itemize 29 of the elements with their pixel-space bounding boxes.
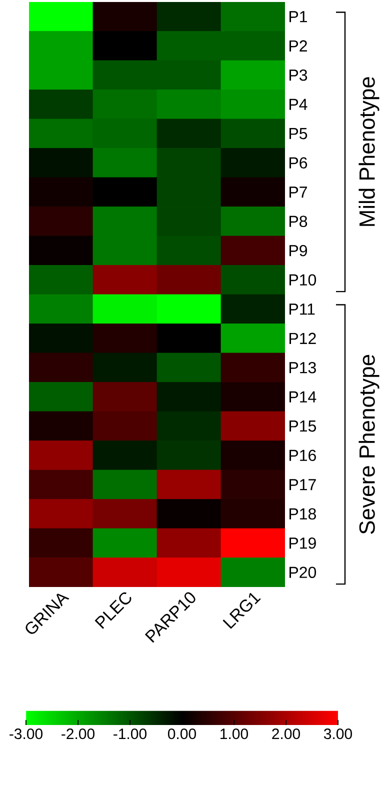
y-tick-label: P20 — [290, 566, 316, 578]
text: Severe Phenotype — [358, 354, 380, 534]
y-tick-label: P16 — [290, 450, 316, 462]
y-tick-label: P8 — [290, 216, 308, 228]
text: Mild Phenotype — [358, 77, 380, 226]
y-tick-label: P10 — [290, 274, 316, 286]
y-tick-label: P19 — [290, 537, 316, 549]
color-bar-label: -1.00 — [114, 728, 146, 740]
y-tick-label: P7 — [290, 186, 307, 198]
y-tick-label: P6 — [290, 157, 308, 169]
color-bar-label: 3.00 — [324, 728, 352, 740]
color-bar-label: 2.00 — [272, 728, 300, 740]
color-bar-label: -2.00 — [62, 728, 94, 740]
y-tick-label: P4 — [290, 98, 308, 110]
y-tick-label: P14 — [290, 391, 316, 402]
y-tick-label: P5 — [290, 128, 308, 140]
color-bar-label: 1.00 — [220, 728, 248, 740]
color-bar-label: -3.00 — [10, 728, 42, 740]
y-tick-label: P17 — [290, 479, 316, 490]
color-bar-label: 0.00 — [168, 728, 196, 740]
y-tick-label: P18 — [290, 508, 316, 520]
y-tick-label: P13 — [290, 362, 316, 374]
y-tick-label: P3 — [290, 69, 308, 81]
y-tick-label: P15 — [290, 420, 316, 432]
y-tick-label: P2 — [290, 40, 307, 52]
y-tick-label: P12 — [290, 332, 316, 344]
y-tick-label: P1 — [290, 11, 307, 22]
y-tick-label: P11 — [290, 304, 315, 315]
y-tick-label: P9 — [290, 244, 308, 256]
